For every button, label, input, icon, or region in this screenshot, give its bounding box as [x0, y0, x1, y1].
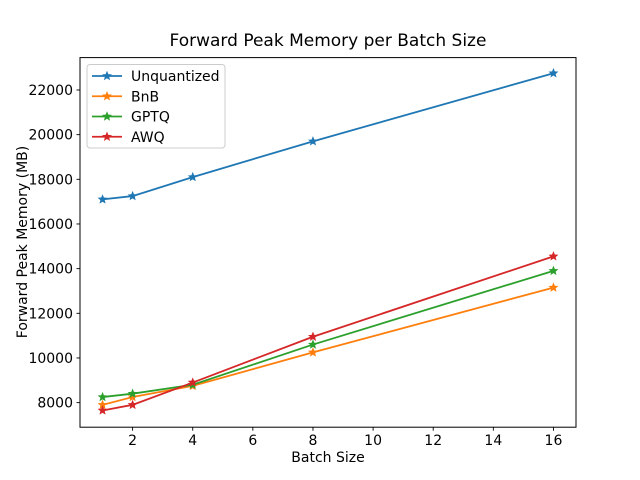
data-point-marker-awq — [127, 399, 138, 410]
x-tick-label: 6 — [248, 433, 257, 449]
data-point-marker-unquantized — [127, 190, 138, 201]
y-tick-label: 18000 — [28, 172, 73, 188]
plot-frame — [79, 57, 577, 428]
x-axis-label: Batch Size — [291, 450, 364, 466]
data-point-marker-gptq — [127, 388, 138, 398]
data-point-marker-awq — [97, 405, 108, 415]
legend-star-marker — [102, 91, 112, 101]
y-tick-label: 8000 — [37, 396, 73, 412]
x-tick-label: 4 — [188, 433, 197, 449]
data-point-marker-gptq — [308, 339, 318, 349]
legend-item-label: Unquantized — [131, 69, 220, 85]
x-tick-label: 2 — [128, 433, 137, 449]
legend-box — [86, 64, 226, 149]
data-point-marker-bnb — [548, 282, 559, 292]
chart-title: Forward Peak Memory per Batch Size — [170, 31, 487, 51]
x-tick-label: 14 — [484, 433, 502, 449]
y-tick-label: 16000 — [28, 217, 73, 233]
data-point-marker-unquantized — [97, 194, 108, 204]
data-point-marker-unquantized — [548, 68, 559, 78]
y-tick-label: 20000 — [28, 128, 73, 144]
data-point-marker-unquantized — [308, 136, 318, 146]
data-point-marker-awq — [187, 377, 198, 387]
x-tick-label: 16 — [545, 433, 563, 449]
legend-item-label: AWQ — [131, 130, 165, 146]
data-point-marker-awq — [548, 251, 559, 261]
legend-item-label: GPTQ — [131, 110, 170, 126]
data-point-marker-bnb — [127, 391, 138, 402]
data-point-marker-gptq — [548, 265, 559, 276]
data-point-marker-bnb — [308, 347, 318, 357]
y-tick-label: 10000 — [28, 351, 73, 367]
data-point-marker-bnb — [97, 399, 108, 410]
y-tick-label: 14000 — [28, 262, 73, 278]
data-point-marker-unquantized — [187, 171, 198, 182]
data-point-marker-gptq — [97, 391, 108, 402]
y-axis-label: Forward Peak Memory (MB) — [15, 146, 31, 338]
legend-star-marker — [102, 131, 112, 141]
legend-star-marker — [102, 111, 112, 121]
x-tick-label: 10 — [364, 433, 382, 449]
y-tick-label: 12000 — [28, 306, 73, 322]
data-point-marker-awq — [308, 331, 318, 341]
legend-item-label: BnB — [131, 89, 159, 105]
x-tick-label: 12 — [424, 433, 442, 449]
series-line-gptq — [102, 270, 554, 398]
legend-star-marker — [102, 70, 112, 81]
y-tick-label: 22000 — [28, 83, 73, 99]
legend: Unquantized BnB GPTQ AWQ — [86, 64, 226, 149]
x-tick-label: 8 — [309, 433, 318, 449]
